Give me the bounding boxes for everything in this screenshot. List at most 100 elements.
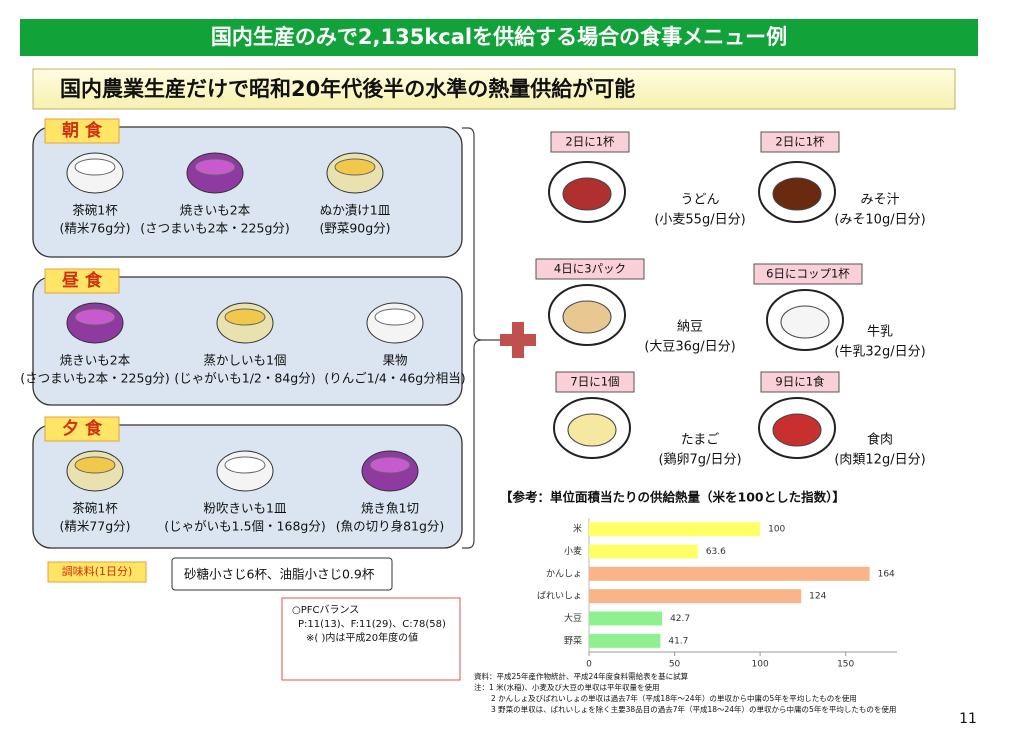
extra-name: 納豆: [677, 320, 703, 335]
seasoning-box: [171, 557, 393, 591]
frequency-tag: [550, 131, 630, 153]
item-name: 蒸かしいも1個: [204, 353, 287, 368]
frequency: 4日に3パック: [554, 262, 626, 276]
food-icon-detail: [194, 158, 236, 176]
bar: [589, 611, 663, 626]
pfc-line: P:11(13)、F:11(29)、C:78(58): [298, 619, 446, 630]
food-icon-detail: [772, 413, 822, 447]
item-name: 茶碗1杯: [72, 501, 118, 516]
item-detail: (りんご1/4・46g分相当): [324, 371, 465, 386]
item-detail: (精米77g分): [59, 519, 130, 534]
value-label: 164: [878, 569, 895, 579]
y-tick-label: かんしょ: [546, 568, 582, 579]
seasoning-label-box: [47, 561, 147, 583]
note: 3 野菜の単収は、ばれいしょを除く主要38品目の過去7年（平成18～24年）の単…: [491, 704, 896, 714]
food-icon-detail: [224, 308, 266, 326]
meal-label-box: [44, 416, 120, 442]
extra-detail: (大豆36g/日分): [644, 340, 735, 355]
meal-label: 昼 食: [62, 270, 103, 291]
title-bar: [20, 19, 978, 56]
x-tick-label: 100: [752, 660, 769, 670]
frequency: 6日にコップ1杯: [766, 267, 850, 281]
item-detail: (さつまいも2本・225g分): [140, 221, 290, 236]
seasoning-label: 調味料(1日分): [62, 564, 133, 578]
y-tick-label: 大豆: [564, 612, 582, 624]
food-icon-detail: [772, 177, 822, 211]
frequency-tag: [760, 131, 840, 153]
seasoning-text: 砂糖小さじ6杯、油脂小さじ0.9杯: [184, 567, 375, 582]
note: 2 かんしょ及びばれいしょの単収は過去7年（平成18年～24年）の単収から中庸の…: [491, 693, 857, 703]
frequency: 7日に1個: [570, 375, 619, 389]
food-icon-detail: [369, 456, 411, 474]
bracket: [462, 127, 500, 549]
frequency: 9日に1食: [775, 375, 825, 389]
meal-label: 朝 食: [62, 120, 103, 141]
extra-name: たまご: [681, 432, 720, 448]
subtitle-box: [32, 68, 956, 110]
food-icon-detail: [562, 177, 612, 211]
food-icon-detail: [74, 158, 116, 176]
food-icon-detail: [74, 456, 116, 474]
item-detail: (精米76g分): [59, 221, 130, 236]
item-name: 焼き魚1切: [361, 501, 419, 516]
food-icon-detail: [567, 413, 617, 447]
extra-name: 牛乳: [867, 325, 893, 340]
meal-label-box: [44, 118, 120, 144]
meal-label-box: [44, 268, 120, 294]
bar: [589, 544, 698, 559]
y-tick-label: ばれいしょ: [537, 591, 582, 602]
y-tick-label: 野菜: [564, 634, 582, 646]
note: 注：1 米(水稲)、小麦及び大豆の単収は平年収量を使用: [474, 682, 660, 692]
title: 国内生産のみで2,135kcalを供給する場合の食事メニュー例: [211, 25, 787, 49]
item-name: 焼きいも2本: [180, 203, 251, 218]
item-detail: (じゃがいも1/2・84g分): [174, 371, 315, 386]
food-icon-detail: [780, 305, 830, 339]
extra-detail: (肉類12g/日分): [834, 453, 925, 468]
chart-title: 【参考：単位面積当たりの供給熱量（米を100とした指数）】: [500, 490, 845, 505]
y-tick-label: 小麦: [564, 545, 582, 557]
item-detail: (さつまいも2本・225g分): [20, 371, 170, 386]
meal-label: 夕 食: [62, 418, 103, 439]
food-icon-detail: [74, 308, 116, 326]
item-detail: (野菜90g分): [319, 221, 390, 236]
item-name: ぬか漬け1皿: [320, 203, 391, 218]
pfc-line: ○PFCバランス: [292, 604, 359, 616]
frequency-tag: [555, 371, 635, 393]
value-label: 100: [768, 525, 785, 535]
value-label: 63.6: [706, 547, 726, 557]
value-label: 41.7: [668, 636, 688, 646]
food-icon-detail: [224, 456, 266, 474]
x-tick-label: 0: [586, 660, 592, 670]
food-icon-detail: [562, 300, 612, 334]
bar: [589, 589, 802, 604]
pfc-line: ※( )内は平成20年度の値: [306, 631, 418, 644]
item-name: 茶碗1杯: [72, 203, 118, 218]
x-tick-label: 150: [837, 660, 854, 670]
item-detail: (じゃがいも1.5個・168g分): [164, 519, 325, 534]
bar: [589, 633, 661, 648]
page-number: 11: [959, 711, 977, 727]
pfc-box: [281, 597, 461, 681]
frequency-tag: [535, 258, 645, 280]
food-icon-detail: [374, 308, 416, 326]
value-label: 42.7: [670, 614, 690, 624]
y-tick-label: 米: [573, 523, 582, 535]
x-tick-label: 50: [669, 660, 681, 670]
extra-detail: (みそ10g/日分): [834, 213, 925, 228]
extra-name: みそ汁: [860, 193, 899, 208]
food-icon-detail: [334, 158, 376, 176]
frequency-tag: [753, 263, 863, 285]
bar: [589, 566, 870, 581]
extra-detail: (鶏卵7g/日分): [658, 453, 741, 468]
item-name: 粉吹きいも1皿: [204, 501, 287, 516]
frequency: 2日に1杯: [565, 135, 615, 149]
item-name: 焼きいも2本: [60, 353, 131, 368]
bar: [589, 522, 761, 537]
extra-name: うどん: [680, 193, 719, 208]
plus-sign: [500, 322, 536, 358]
item-name: 果物: [382, 353, 407, 368]
extra-detail: (小麦55g/日分): [654, 213, 745, 228]
item-detail: (魚の切り身81g分): [336, 519, 445, 534]
